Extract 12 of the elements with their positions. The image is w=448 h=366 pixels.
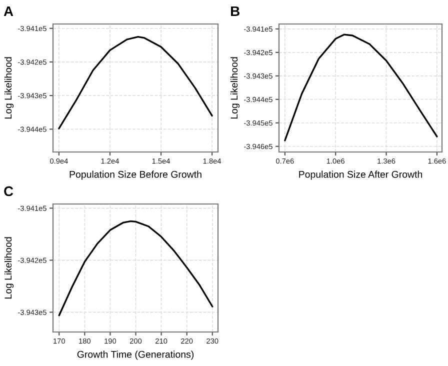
line-series xyxy=(58,220,214,316)
y-axis-title: Log Likelihood xyxy=(230,57,240,119)
x-axis-title: Population Size Before Growth xyxy=(70,170,202,180)
x-axis-title: Population Size After Growth xyxy=(299,170,422,180)
line-series xyxy=(284,34,438,142)
y-axis-title: Log Likelihood xyxy=(4,57,14,119)
y-axis-title: Log Likelihood xyxy=(4,237,14,299)
chart-title: A xyxy=(4,6,14,16)
x-axis-title: Growth Time (Generations) xyxy=(77,350,194,360)
chart-title: C xyxy=(4,186,14,196)
line-series xyxy=(58,36,213,130)
chart-title: B xyxy=(231,6,240,16)
